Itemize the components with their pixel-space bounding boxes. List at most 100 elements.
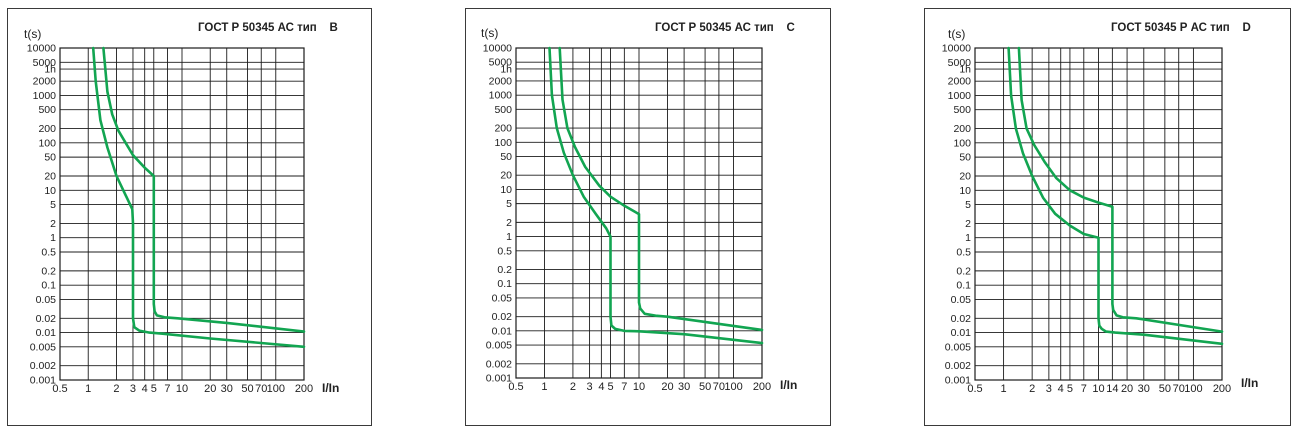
y-axis-label-c: t(s) (481, 26, 499, 40)
plot-frame (974, 47, 1223, 381)
x-tick-label: 20 (661, 381, 673, 393)
tripping-curve-upper (558, 46, 764, 332)
y-tick-label: 0.002 (30, 360, 56, 372)
x-tick-label: 10 (633, 381, 645, 393)
x-tick-label: 1 (85, 383, 91, 395)
x-tick-label: 70 (1173, 383, 1185, 395)
x-tick-label: 4 (142, 383, 148, 395)
x-tick-label: 100 (724, 381, 742, 393)
chart-title-d: ГОСТ 50345 Р АС тип D (1111, 22, 1251, 34)
y-tick-label: 5000 (33, 57, 57, 69)
x-tick-label: 0.5 (508, 381, 523, 393)
y-tick-label: 1h (44, 64, 56, 76)
x-tick-label: 70 (713, 381, 725, 393)
y-tick-label: 20 (959, 171, 971, 183)
y-tick-label: 1000 (489, 90, 513, 102)
x-tick-label: 3 (1046, 383, 1052, 395)
y-tick-label: 50 (959, 152, 971, 164)
x-tick-label: 14 (1106, 383, 1118, 395)
y-tick-label: 0.1 (497, 278, 512, 290)
x-tick-label: 2 (113, 383, 119, 395)
y-tick-label: 2000 (948, 76, 972, 88)
x-tick-label: 50 (241, 383, 253, 395)
plot-frame (515, 47, 763, 379)
y-tick-label: 10 (44, 185, 56, 197)
y-tick-label: 20 (44, 171, 56, 183)
y-tick-label: 0.001 (945, 375, 971, 387)
x-tick-label: 10 (176, 383, 188, 395)
x-tick-label: 5 (151, 383, 157, 395)
y-tick-label: 0.02 (36, 313, 57, 325)
y-tick-label: 1 (965, 232, 971, 244)
x-tick-label: 100 (267, 383, 285, 395)
y-tick-label: 0.05 (951, 294, 972, 306)
y-tick-label: 0.5 (497, 245, 512, 257)
x-tick-label: 7 (164, 383, 170, 395)
y-tick-label: 0.002 (945, 360, 971, 372)
y-tick-label: 10000 (27, 43, 56, 55)
y-tick-label: 0.05 (36, 294, 57, 306)
x-tick-label: 10 (1092, 383, 1104, 395)
y-tick-label: 0.2 (41, 265, 56, 277)
x-tick-label: 200 (295, 383, 313, 395)
y-tick-label: 1h (959, 64, 971, 76)
y-tick-label: 0.001 (30, 375, 56, 387)
y-tick-label: 0.02 (492, 311, 513, 323)
y-tick-label: 0.1 (956, 280, 971, 292)
y-tick-label: 2000 (33, 76, 57, 88)
x-tick-label: 30 (678, 381, 690, 393)
y-tick-label: 200 (38, 123, 56, 135)
x-axis-label-d: I/In (1241, 376, 1259, 390)
chart-title-b: ГОСТ Р 50345 АС тип В (198, 22, 338, 34)
y-tick-label: 0.005 (945, 341, 971, 353)
y-tick-label: 500 (38, 104, 56, 116)
tripping-curve-upper (102, 46, 306, 333)
tripping-curve-lower (91, 46, 306, 349)
tripping-curve-lower (548, 46, 764, 345)
y-tick-label: 0.001 (486, 373, 512, 385)
y-tick-label: 20 (500, 170, 512, 182)
y-tick-label: 0.01 (492, 325, 513, 337)
y-tick-label: 5 (506, 198, 512, 210)
y-tick-label: 0.1 (41, 280, 56, 292)
x-tick-label: 1 (541, 381, 547, 393)
y-tick-label: 1000 (33, 90, 57, 102)
x-tick-label: 3 (587, 381, 593, 393)
y-tick-label: 5 (50, 199, 56, 211)
x-tick-label: 7 (621, 381, 627, 393)
x-tick-label: 70 (255, 383, 267, 395)
y-tick-label: 1 (50, 232, 56, 244)
y-tick-label: 10000 (483, 43, 512, 55)
x-tick-label: 50 (1159, 383, 1171, 395)
x-tick-label: 7 (1081, 383, 1087, 395)
y-tick-label: 100 (953, 137, 971, 149)
y-tick-label: 1000 (948, 90, 972, 102)
chart-panel-d: 10000 5000 1h 2000 1000 500 200 100 50 20 10 5 2 1 0.5… (924, 8, 1291, 426)
y-tick-label: 0.2 (497, 264, 512, 276)
y-tick-label: 0.5 (41, 246, 56, 258)
y-tick-label: 2000 (489, 75, 513, 87)
y-tick-label: 2 (506, 217, 512, 229)
y-tick-label: 0.05 (492, 292, 513, 304)
y-tick-label: 0.5 (956, 246, 971, 258)
x-tick-label: 4 (598, 381, 604, 393)
x-axis-label-c: I/In (780, 378, 798, 392)
chart-title-c: ГОСТ Р 50345 АС тип С (655, 22, 795, 34)
x-tick-label: 1 (1001, 383, 1007, 395)
x-tick-label: 5 (607, 381, 613, 393)
x-tick-label: 0.5 (967, 383, 982, 395)
x-tick-label: 50 (699, 381, 711, 393)
x-tick-label: 30 (1138, 383, 1150, 395)
y-tick-label: 50 (44, 152, 56, 164)
y-axis-label-b: t(s) (24, 27, 42, 41)
y-tick-label: 0.005 (30, 341, 56, 353)
x-tick-label: 30 (221, 383, 233, 395)
y-tick-label: 0.01 (951, 327, 972, 339)
x-tick-label: 3 (130, 383, 136, 395)
y-tick-label: 0.01 (36, 327, 57, 339)
y-tick-label: 50 (500, 151, 512, 163)
y-tick-label: 0.005 (486, 340, 512, 352)
